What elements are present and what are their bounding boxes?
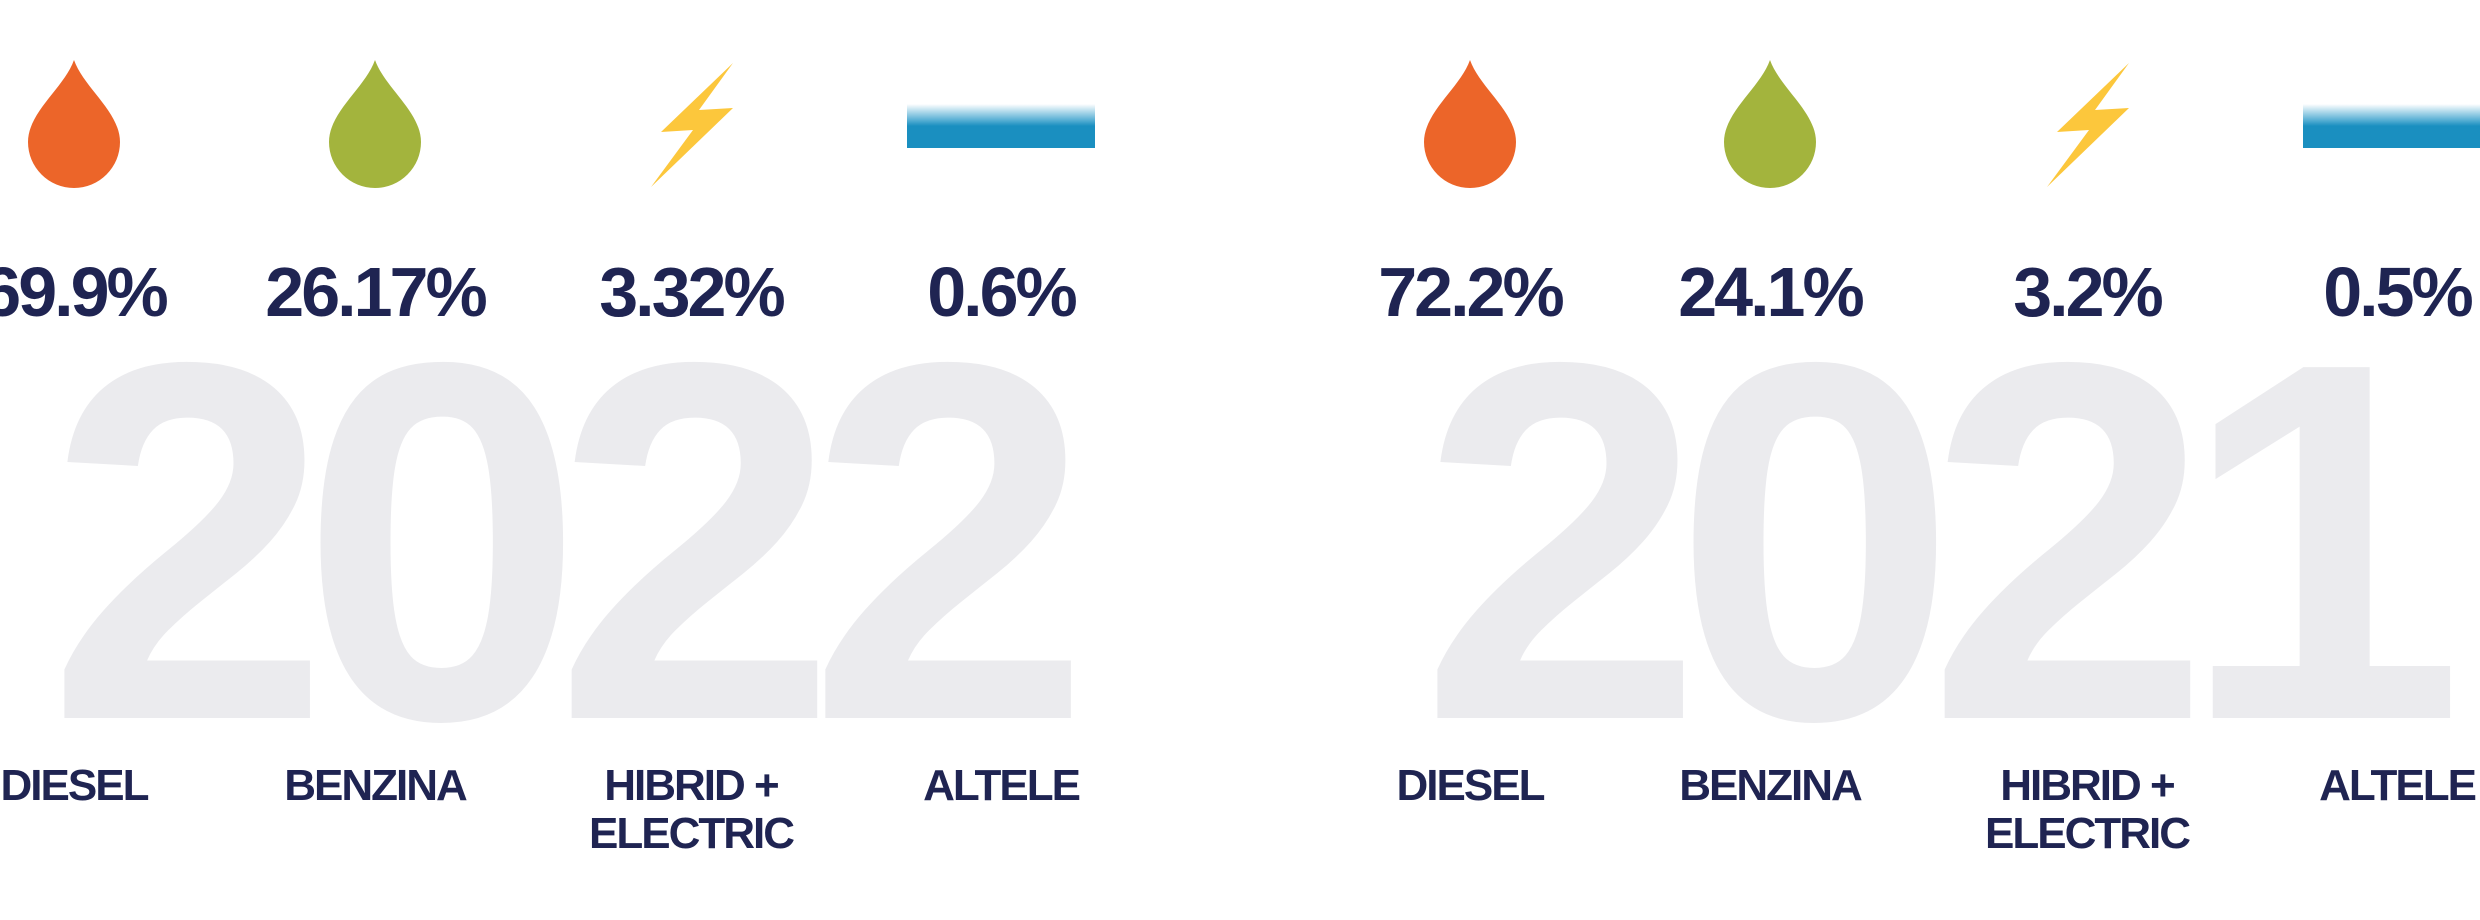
fuel-label: ALTELE bbox=[2319, 761, 2475, 810]
percentage: 72.2% bbox=[1378, 253, 1563, 331]
bolt-icon bbox=[2047, 63, 2129, 187]
year-backdrop: 2021 bbox=[1420, 257, 2452, 827]
fuel-label: BENZINA bbox=[284, 761, 467, 810]
bar-icon bbox=[2303, 104, 2480, 148]
fuel-label: ALTELE bbox=[923, 761, 1079, 810]
fuel-label: ELECTRIC bbox=[1985, 809, 2190, 858]
year-backdrop: 2022 bbox=[47, 257, 1079, 827]
percentage: 24.1% bbox=[1678, 253, 1863, 331]
drop-icon bbox=[1724, 60, 1816, 188]
fuel-label: HIBRID + bbox=[604, 761, 778, 810]
percentage: 0.6% bbox=[927, 253, 1076, 331]
fuel-label: ELECTRIC bbox=[589, 809, 794, 858]
percentage: 26.17% bbox=[265, 253, 486, 331]
fuel-label: DIESEL bbox=[1, 761, 149, 810]
percentage: 69.9% bbox=[0, 253, 167, 331]
drop-icon bbox=[329, 60, 421, 188]
bar-icon bbox=[907, 104, 1095, 148]
fuel-label: HIBRID + bbox=[2000, 761, 2174, 810]
fuel-label: BENZINA bbox=[1679, 761, 1862, 810]
percentage: 3.2% bbox=[2013, 253, 2162, 331]
percentage: 3.32% bbox=[599, 253, 784, 331]
percentage: 0.5% bbox=[2323, 253, 2472, 331]
drop-icon bbox=[1424, 60, 1516, 188]
fuel-label: DIESEL bbox=[1397, 761, 1545, 810]
bolt-icon bbox=[651, 63, 733, 187]
drop-icon bbox=[28, 60, 120, 188]
